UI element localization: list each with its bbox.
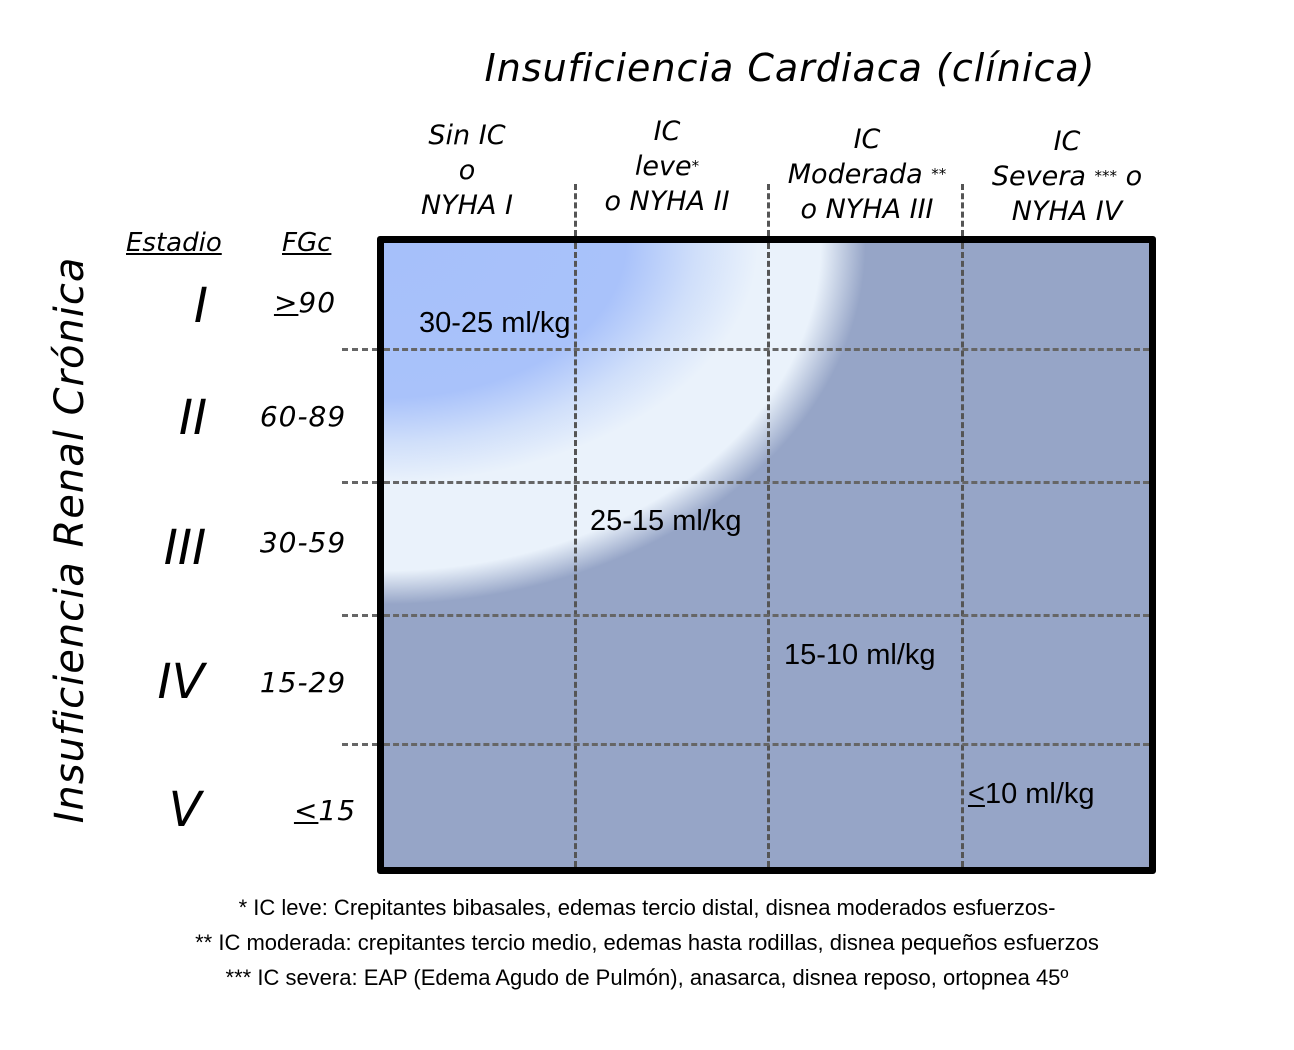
fgc-text: 90 xyxy=(298,286,337,319)
column-header-ic-moderada: IC Moderada ** o NYHA III xyxy=(770,122,964,227)
footnotes: * IC leve: Crepitantes bibasales, edemas… xyxy=(0,890,1294,995)
row-divider xyxy=(384,481,1149,484)
stage-header: Estadio xyxy=(126,228,222,258)
column-header-ic-leve: IC leve* o NYHA II xyxy=(570,114,764,219)
row-divider-stub xyxy=(342,481,378,484)
column-header-line: o NYHA II xyxy=(604,186,730,217)
column-divider xyxy=(574,243,577,867)
column-divider xyxy=(767,243,770,867)
fgc-text: 30-59 xyxy=(259,526,347,559)
fgc-text: 15 xyxy=(318,794,357,827)
column-header-text: o xyxy=(1125,161,1143,192)
footnote-mark: ** xyxy=(931,165,947,183)
column-header-line: leve* xyxy=(570,149,764,184)
matrix-grid: 30-25 ml/kg 25-15 ml/kg 15-10 ml/kg <10 … xyxy=(377,236,1156,874)
stage-iv: IV xyxy=(157,654,205,710)
zone-label-15-10: 15-10 ml/kg xyxy=(784,639,936,671)
fgc-value-stage-v: <15 xyxy=(270,794,380,827)
stage-v: V xyxy=(168,782,202,838)
column-header-line: Moderada ** xyxy=(770,157,964,192)
stage-ii: II xyxy=(178,390,208,446)
column-header-sin-ic: Sin IC o NYHA I xyxy=(370,118,564,223)
row-divider-stub xyxy=(342,348,378,351)
zone-label-30-25: 30-25 ml/kg xyxy=(419,307,571,339)
fgc-value-stage-iv: 15-29 xyxy=(248,666,358,699)
row-divider xyxy=(384,348,1149,351)
footnote-ic-severa: *** IC severa: EAP (Edema Agudo de Pulmó… xyxy=(225,965,1069,990)
fgc-text: 60-89 xyxy=(259,400,347,433)
row-divider-stub xyxy=(342,743,378,746)
column-header-line: NYHA IV xyxy=(1011,196,1123,227)
column-header-line: Severa *** o xyxy=(970,159,1164,194)
zone-label-prefix: < xyxy=(968,778,985,810)
column-header-ic-severa: IC Severa *** o NYHA IV xyxy=(970,124,1164,229)
column-divider-stub xyxy=(767,184,770,236)
zone-label-25-15: 25-15 ml/kg xyxy=(590,505,742,537)
fgc-value-stage-ii: 60-89 xyxy=(248,400,358,433)
fgc-text: 15-29 xyxy=(259,666,347,699)
row-divider xyxy=(384,614,1149,617)
column-divider xyxy=(961,243,964,867)
fgc-prefix: < xyxy=(293,794,319,827)
footnote-mark: * xyxy=(691,157,700,175)
fgc-value-stage-i: >90 xyxy=(250,286,360,319)
zone-label-under-10: <10 ml/kg xyxy=(968,778,1095,811)
fgc-value-stage-iii: 30-59 xyxy=(248,526,358,559)
footnote-ic-moderada: ** IC moderada: crepitantes tercio medio… xyxy=(195,930,1099,955)
column-header-line: NYHA I xyxy=(420,190,513,221)
footnote-ic-leve: * IC leve: Crepitantes bibasales, edemas… xyxy=(238,895,1056,920)
stage-iii: III xyxy=(163,520,207,576)
row-divider-stub xyxy=(342,614,378,617)
column-header-line: o xyxy=(458,155,476,186)
column-header-text: Moderada xyxy=(787,159,923,190)
fgc-prefix: > xyxy=(273,286,299,319)
zone-label-text: 10 ml/kg xyxy=(984,778,1095,810)
column-header-line: IC xyxy=(853,124,881,155)
column-header-text: Severa xyxy=(991,161,1086,192)
column-divider-stub xyxy=(961,184,964,236)
column-header-line: IC xyxy=(1053,126,1081,157)
stage-i: I xyxy=(193,278,209,334)
column-header-text: leve xyxy=(634,151,692,182)
fgc-header: FGc xyxy=(282,228,332,258)
column-divider-stub xyxy=(574,184,577,236)
y-axis-label: Insuficiencia Renal Crónica xyxy=(47,256,93,824)
column-header-line: IC xyxy=(653,116,681,147)
footnote-mark: *** xyxy=(1094,167,1117,185)
zone-30-25-area xyxy=(384,243,1149,867)
diagram-title: Insuficiencia Cardiaca (clínica) xyxy=(484,46,1096,90)
column-header-line: Sin IC xyxy=(428,120,506,151)
column-header-line: o NYHA III xyxy=(800,194,934,225)
row-divider xyxy=(384,743,1149,746)
